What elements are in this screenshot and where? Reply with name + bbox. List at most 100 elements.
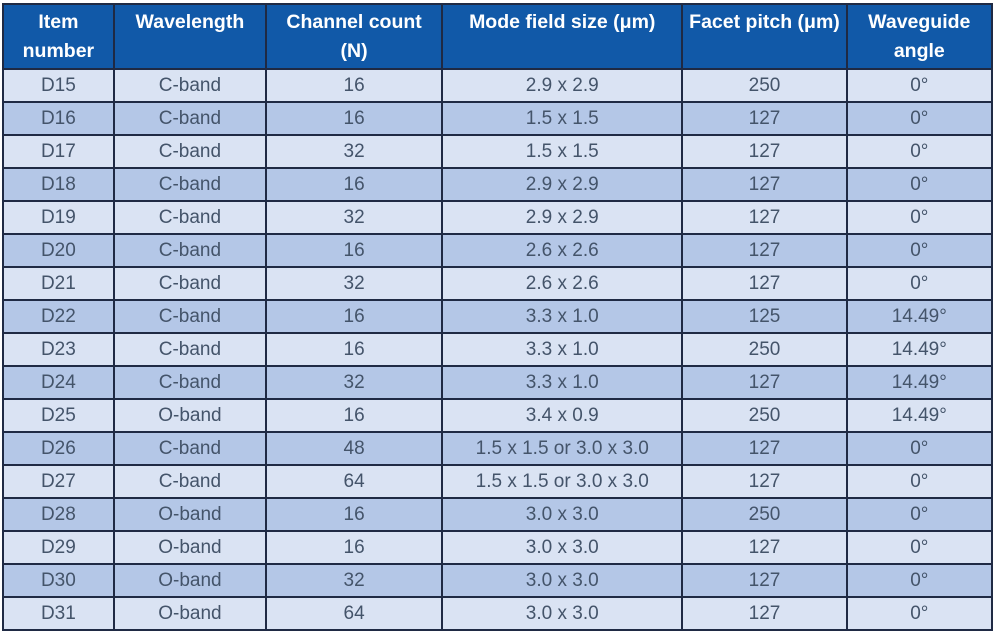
cell-facet-pitch: 250: [681, 332, 848, 367]
cell-item-number: D29: [2, 530, 115, 565]
cell-item-number: D23: [2, 332, 115, 367]
header-cell-item-number: Item number: [2, 3, 115, 70]
cell-channel-count: 64: [265, 596, 444, 631]
table-row: D28 O-band 16 3.0 x 3.0 250 0°: [2, 497, 994, 532]
cell-item-number: D26: [2, 431, 115, 466]
cell-wavelength: C-band: [112, 134, 268, 169]
cell-mode-field-size: 2.6 x 2.6: [441, 266, 684, 301]
cell-facet-pitch: 127: [681, 365, 848, 400]
cell-facet-pitch: 127: [681, 233, 848, 268]
cell-item-number: D21: [2, 266, 115, 301]
cell-item-number: D20: [2, 233, 115, 268]
cell-mode-field-size: 3.0 x 3.0: [441, 563, 684, 598]
cell-facet-pitch: 127: [681, 167, 848, 202]
cell-item-number: D22: [2, 299, 115, 334]
cell-waveguide-angle: 14.49°: [845, 365, 994, 400]
cell-wavelength: C-band: [112, 200, 268, 235]
cell-waveguide-angle: 14.49°: [845, 332, 994, 367]
table-row: D20 C-band 16 2.6 x 2.6 127 0°: [2, 233, 994, 268]
table-row: D18 C-band 16 2.9 x 2.9 127 0°: [2, 167, 994, 202]
cell-mode-field-size: 3.3 x 1.0: [441, 332, 684, 367]
table-row: D21 C-band 32 2.6 x 2.6 127 0°: [2, 266, 994, 301]
table-row: D15 C-band 16 2.9 x 2.9 250 0°: [2, 68, 994, 103]
cell-item-number: D18: [2, 167, 115, 202]
cell-channel-count: 16: [265, 332, 444, 367]
cell-wavelength: C-band: [112, 101, 268, 136]
cell-facet-pitch: 250: [681, 68, 848, 103]
cell-wavelength: O-band: [112, 563, 268, 598]
cell-mode-field-size: 2.9 x 2.9: [441, 68, 684, 103]
table-row: D22 C-band 16 3.3 x 1.0 125 14.49°: [2, 299, 994, 334]
cell-channel-count: 16: [265, 68, 444, 103]
cell-channel-count: 32: [265, 563, 444, 598]
cell-wavelength: C-band: [112, 431, 268, 466]
header-cell-channel-count: Channel count (N): [265, 3, 444, 70]
cell-waveguide-angle: 0°: [845, 68, 994, 103]
header-cell-mode-field-size: Mode field size (μm): [441, 3, 684, 70]
header-row: Item number Wavelength Channel count (N)…: [2, 3, 994, 70]
cell-mode-field-size: 1.5 x 1.5 or 3.0 x 3.0: [441, 464, 684, 499]
cell-item-number: D27: [2, 464, 115, 499]
cell-wavelength: C-band: [112, 332, 268, 367]
cell-facet-pitch: 127: [681, 464, 848, 499]
cell-channel-count: 16: [265, 233, 444, 268]
cell-item-number: D25: [2, 398, 115, 433]
cell-mode-field-size: 1.5 x 1.5 or 3.0 x 3.0: [441, 431, 684, 466]
cell-facet-pitch: 127: [681, 563, 848, 598]
cell-channel-count: 16: [265, 530, 444, 565]
cell-waveguide-angle: 0°: [845, 167, 994, 202]
table-row: D17 C-band 32 1.5 x 1.5 127 0°: [2, 134, 994, 169]
cell-channel-count: 16: [265, 398, 444, 433]
cell-channel-count: 32: [265, 200, 444, 235]
cell-mode-field-size: 3.4 x 0.9: [441, 398, 684, 433]
cell-item-number: D30: [2, 563, 115, 598]
cell-mode-field-size: 3.0 x 3.0: [441, 596, 684, 631]
cell-wavelength: C-band: [112, 68, 268, 103]
cell-waveguide-angle: 0°: [845, 563, 994, 598]
cell-facet-pitch: 127: [681, 101, 848, 136]
cell-mode-field-size: 3.0 x 3.0: [441, 497, 684, 532]
cell-waveguide-angle: 14.49°: [845, 299, 994, 334]
cell-waveguide-angle: 0°: [845, 266, 994, 301]
cell-channel-count: 48: [265, 431, 444, 466]
cell-mode-field-size: 1.5 x 1.5: [441, 134, 684, 169]
cell-wavelength: O-band: [112, 596, 268, 631]
cell-waveguide-angle: 0°: [845, 233, 994, 268]
header-cell-wavelength: Wavelength: [112, 3, 268, 70]
table-row: D25 O-band 16 3.4 x 0.9 250 14.49°: [2, 398, 994, 433]
cell-waveguide-angle: 14.49°: [845, 398, 994, 433]
cell-wavelength: O-band: [112, 497, 268, 532]
cell-item-number: D17: [2, 134, 115, 169]
cell-item-number: D28: [2, 497, 115, 532]
cell-facet-pitch: 127: [681, 596, 848, 631]
cell-waveguide-angle: 0°: [845, 530, 994, 565]
cell-wavelength: C-band: [112, 167, 268, 202]
cell-facet-pitch: 125: [681, 299, 848, 334]
table-header: Item number Wavelength Channel count (N)…: [2, 3, 994, 70]
cell-channel-count: 16: [265, 299, 444, 334]
cell-item-number: D31: [2, 596, 115, 631]
cell-channel-count: 32: [265, 134, 444, 169]
cell-item-number: D15: [2, 68, 115, 103]
cell-mode-field-size: 1.5 x 1.5: [441, 101, 684, 136]
table-row: D19 C-band 32 2.9 x 2.9 127 0°: [2, 200, 994, 235]
cell-waveguide-angle: 0°: [845, 497, 994, 532]
cell-wavelength: O-band: [112, 530, 268, 565]
cell-facet-pitch: 127: [681, 530, 848, 565]
cell-mode-field-size: 3.0 x 3.0: [441, 530, 684, 565]
cell-waveguide-angle: 0°: [845, 596, 994, 631]
cell-wavelength: C-band: [112, 233, 268, 268]
cell-facet-pitch: 127: [681, 266, 848, 301]
cell-channel-count: 64: [265, 464, 444, 499]
cell-item-number: D19: [2, 200, 115, 235]
cell-waveguide-angle: 0°: [845, 464, 994, 499]
cell-channel-count: 16: [265, 497, 444, 532]
cell-wavelength: C-band: [112, 365, 268, 400]
cell-channel-count: 32: [265, 365, 444, 400]
table-body: D15 C-band 16 2.9 x 2.9 250 0° D16 C-band 16 1.5 …: [2, 68, 994, 631]
cell-mode-field-size: 3.3 x 1.0: [441, 299, 684, 334]
cell-mode-field-size: 3.3 x 1.0: [441, 365, 684, 400]
cell-facet-pitch: 127: [681, 431, 848, 466]
cell-mode-field-size: 2.9 x 2.9: [441, 200, 684, 235]
